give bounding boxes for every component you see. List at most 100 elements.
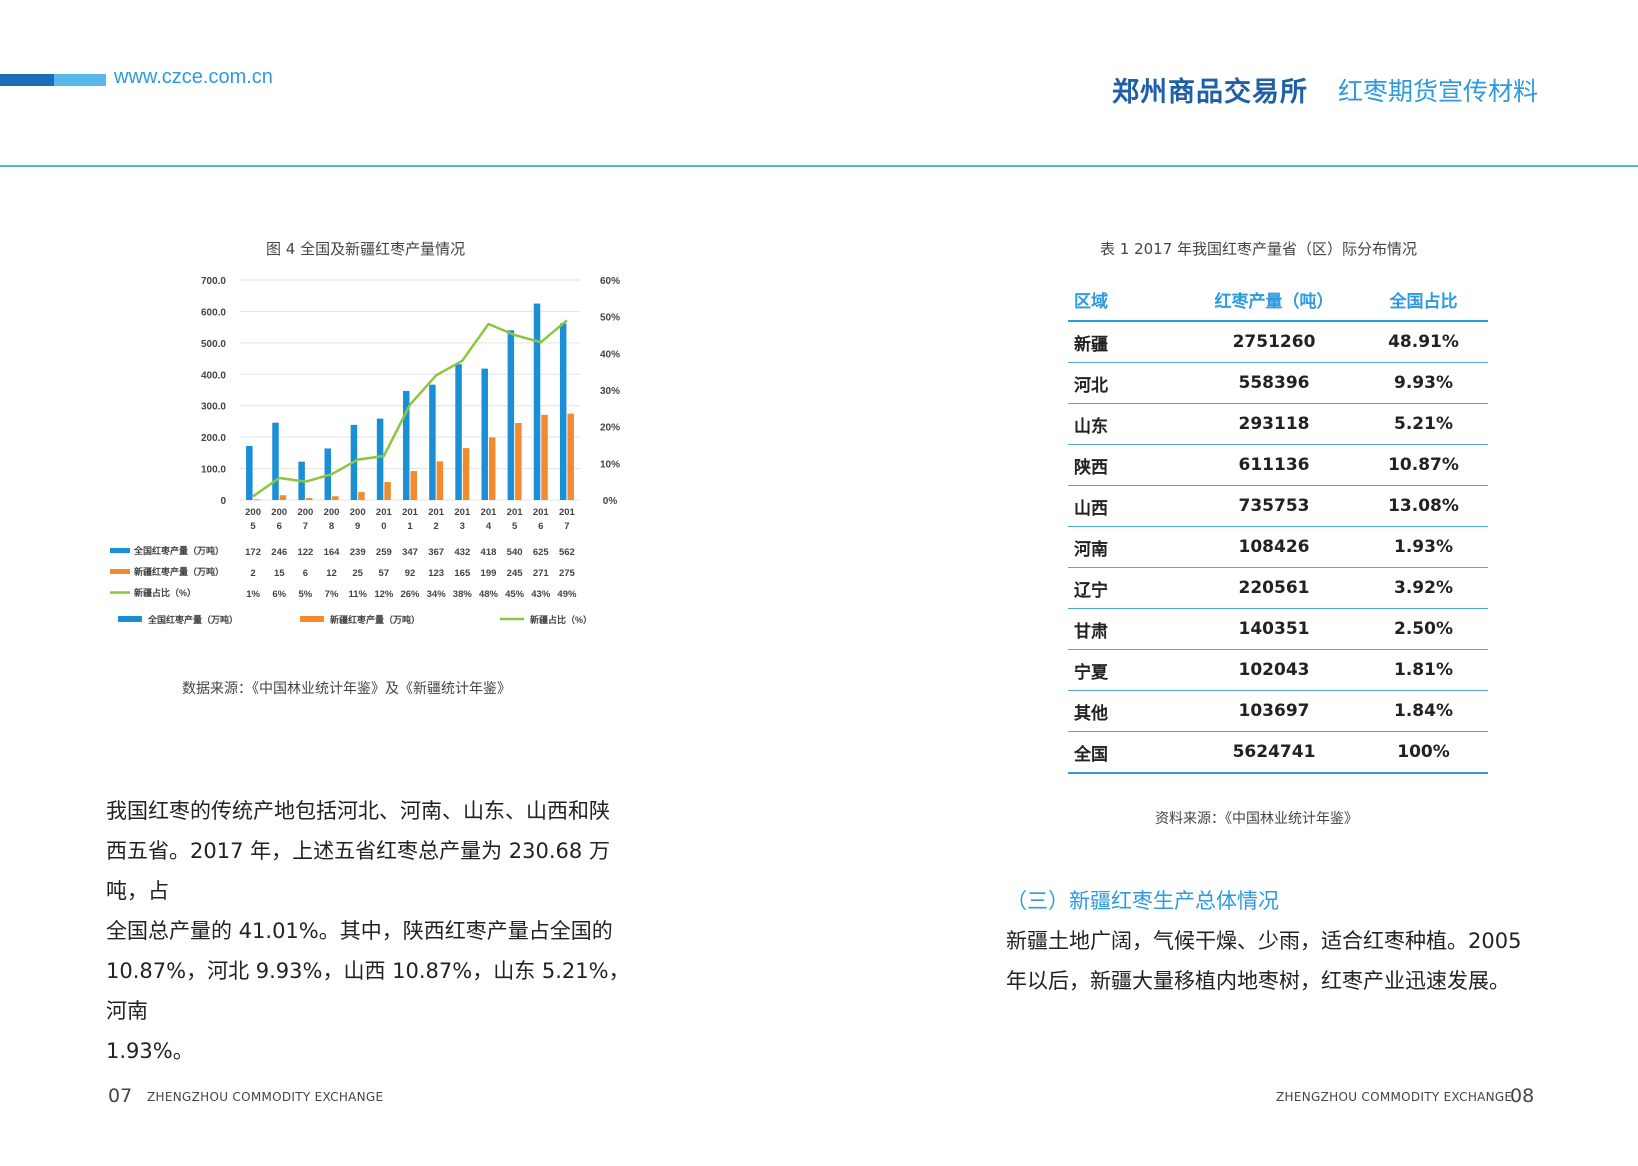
table-row: 全国 5624741 100% [1068, 731, 1488, 774]
data-label: 246 [271, 547, 287, 558]
table-row: 宁夏 102043 1.81% [1068, 649, 1488, 691]
data-label: 2 [250, 568, 255, 579]
region-cell: 陕西 [1068, 444, 1189, 486]
y-left-tick-label: 700.0 [201, 276, 226, 287]
data-table-series-name: 全国红枣产量（万吨） [133, 545, 224, 556]
table-row: 河北 558396 9.93% [1068, 362, 1488, 404]
legend-key [300, 616, 324, 622]
output-cell: 735753 [1189, 485, 1359, 527]
x-tick-label: 7 [564, 521, 569, 532]
data-label: 275 [559, 568, 576, 579]
table-row: 甘肃 140351 2.50% [1068, 608, 1488, 650]
y-left-tick-label: 300.0 [201, 402, 226, 413]
share-cell: 3.92% [1359, 567, 1488, 609]
table-row: 山东 293118 5.21% [1068, 403, 1488, 445]
data-table-legend-key [110, 548, 130, 553]
y-right-tick-label: 30% [600, 386, 620, 397]
data-label: 5% [299, 589, 313, 600]
x-tick-label: 200 [245, 507, 261, 518]
y-right-tick-label: 40% [600, 349, 620, 360]
data-label: 12% [374, 589, 394, 600]
data-label: 6% [272, 589, 286, 600]
xinjiang-bar [541, 414, 548, 500]
data-label: 540 [507, 547, 523, 558]
xinjiang-bar [436, 461, 444, 500]
output-cell: 293118 [1189, 403, 1359, 445]
national-bar [455, 364, 462, 500]
national-bar [533, 303, 541, 500]
brand-subtitle: 红枣期货宣传材料 [1338, 77, 1539, 106]
x-tick-label: 4 [486, 521, 492, 532]
header-accent-bar-dark [0, 74, 54, 86]
table-header-row: 区域 红枣产量（吨） 全国占比 [1068, 278, 1488, 322]
x-tick-label: 201 [533, 507, 550, 518]
x-tick-label: 201 [481, 507, 498, 518]
y-left-tick-label: 0 [220, 496, 226, 507]
x-tick-label: 200 [271, 507, 287, 518]
data-label: 92 [405, 568, 416, 579]
y-right-tick-label: 10% [600, 459, 620, 470]
region-cell: 全国 [1068, 731, 1189, 774]
data-label: 271 [533, 568, 550, 579]
data-label: 6 [303, 568, 308, 579]
legend-label: 新疆占比（%） [530, 614, 592, 625]
region-cell: 辽宁 [1068, 567, 1189, 609]
share-cell: 1.93% [1359, 526, 1488, 568]
production-table: 区域 红枣产量（吨） 全国占比 新疆 2751260 48.91% 河北 558396 9… [1068, 278, 1488, 774]
share-cell: 13.08% [1359, 485, 1488, 527]
y-left-tick-label: 500.0 [201, 339, 226, 350]
data-label: 26% [400, 589, 420, 600]
share-cell: 100% [1359, 731, 1488, 774]
data-label: 625 [533, 547, 550, 558]
y-right-tick-label: 60% [600, 276, 620, 287]
data-table-series-name: 新疆红枣产量（万吨） [134, 566, 224, 577]
national-bar [559, 323, 567, 500]
y-left-tick-label: 600.0 [201, 307, 226, 318]
footer-text-left: ZHENGZHOU COMMODITY EXCHANGE [147, 1090, 384, 1104]
table-row: 山西 735753 13.08% [1068, 485, 1488, 527]
x-tick-label: 6 [538, 521, 543, 532]
legend-label: 全国红枣产量（万吨） [147, 614, 238, 625]
section-heading: （三）新疆红枣生产总体情况 [1006, 889, 1279, 913]
data-table-legend-key [110, 569, 130, 574]
data-label: 199 [481, 568, 497, 579]
page-number-left: 07 [108, 1085, 133, 1107]
legend-key [118, 616, 142, 622]
share-cell: 9.93% [1359, 362, 1488, 404]
data-table-series-name: 新疆占比（%） [134, 587, 196, 598]
data-label: 562 [559, 547, 575, 558]
column-header-output: 红枣产量（吨） [1189, 278, 1359, 322]
table-row: 河南 108426 1.93% [1068, 526, 1488, 568]
output-cell: 2751260 [1189, 321, 1359, 363]
site-url[interactable]: www.czce.com.cn [114, 66, 273, 88]
table-row: 新疆 2751260 48.91% [1068, 321, 1488, 363]
table-row: 辽宁 220561 3.92% [1068, 567, 1488, 609]
xinjiang-bar [462, 448, 470, 500]
region-cell: 宁夏 [1068, 649, 1189, 691]
share-cell: 2.50% [1359, 608, 1488, 650]
x-tick-label: 6 [277, 521, 282, 532]
data-label: 164 [324, 547, 341, 558]
xinjiang-bar [488, 437, 496, 500]
xinjiang-bar [358, 492, 365, 500]
region-cell: 河南 [1068, 526, 1189, 568]
figure-caption: 图 4 全国及新疆红枣产量情况 [266, 240, 466, 258]
national-bar [429, 384, 436, 500]
share-cell: 48.91% [1359, 321, 1488, 363]
x-tick-label: 7 [303, 521, 308, 532]
output-cell: 611136 [1189, 444, 1359, 486]
xinjiang-bar [253, 499, 261, 501]
xinjiang-bar [279, 495, 287, 500]
output-cell: 103697 [1189, 690, 1359, 732]
share-cell: 1.81% [1359, 649, 1488, 691]
xinjiang-bar [515, 423, 522, 500]
data-label: 38% [453, 589, 473, 600]
national-bar [272, 422, 279, 500]
x-tick-label: 201 [454, 507, 471, 518]
output-cell: 5624741 [1189, 731, 1359, 774]
share-line [252, 319, 568, 498]
share-cell: 5.21% [1359, 403, 1488, 445]
region-cell: 新疆 [1068, 321, 1189, 363]
y-left-tick-label: 200.0 [201, 433, 226, 444]
footer-text-right: ZHENGZHOU COMMODITY EXCHANGE [1276, 1090, 1513, 1104]
